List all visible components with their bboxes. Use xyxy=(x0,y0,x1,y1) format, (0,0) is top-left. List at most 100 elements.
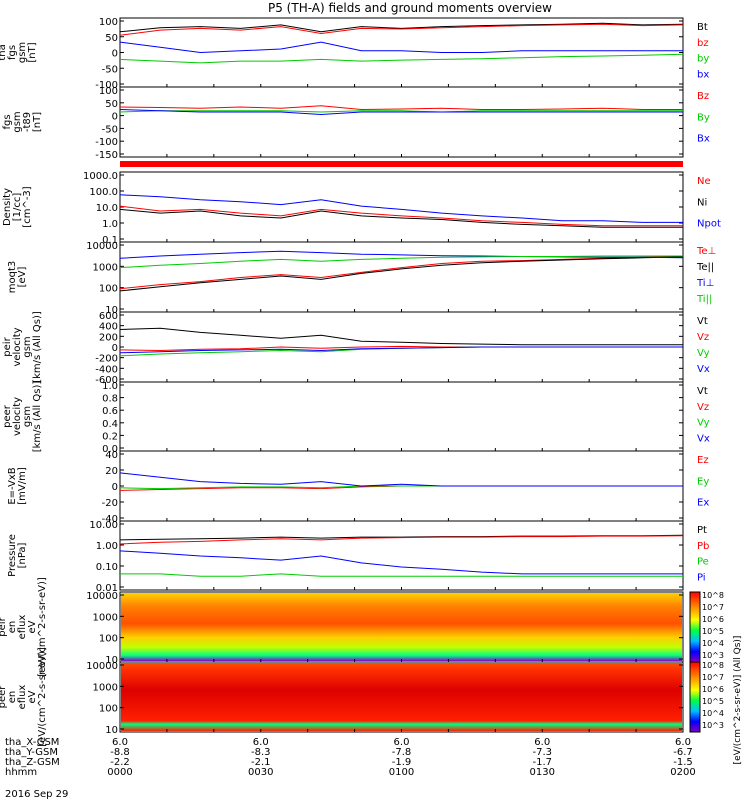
panel-frame xyxy=(119,171,684,243)
legend-Bz: Bz xyxy=(697,91,709,102)
y-tick-label: 50 xyxy=(105,33,118,44)
y-axis-label: E=-VxB[mV/m] xyxy=(7,467,28,505)
legend-Ex: Ex xyxy=(697,498,709,509)
footer-value: 6.0 xyxy=(534,737,550,748)
legend-Te||: Te|| xyxy=(696,262,714,273)
y-tick-label: -20 xyxy=(102,498,118,509)
series-line-Pi xyxy=(119,550,683,575)
panel-1: thafgsgsm[nT] 100 50 0 -50 -100 Bt bz by bx xyxy=(0,17,709,91)
legend-By: By xyxy=(697,112,710,123)
y-tick-label: 100.0 xyxy=(89,187,118,198)
footer-value: 0030 xyxy=(248,767,273,778)
colorbars: 10^810^710^610^510^410^310^810^710^610^5… xyxy=(689,591,743,765)
footer-value: 6.0 xyxy=(675,737,691,748)
legend-Bx: Bx xyxy=(697,134,710,145)
legend-Vx: Vx xyxy=(697,364,710,375)
y-tick-label: 1000 xyxy=(93,262,118,273)
legend-Te⊥: Te⊥ xyxy=(696,246,716,257)
y-axis-label: Pressure[nPa] xyxy=(7,534,28,577)
colorbar-tick: 10^4 xyxy=(702,709,724,718)
spectrogram xyxy=(121,663,682,731)
panel-frame xyxy=(119,520,684,591)
y-tick-label: 0.6 xyxy=(102,406,118,417)
series-line-Te|| xyxy=(119,256,684,292)
footer-value: -2.2 xyxy=(110,757,130,768)
colorbar-tick: 10^8 xyxy=(702,591,724,600)
y-tick-label: 10 xyxy=(105,725,118,736)
series-line-Te⊥ xyxy=(119,256,684,290)
y-tick-label: 10.00 xyxy=(89,520,118,531)
colorbar-tick: 10^7 xyxy=(702,603,724,612)
footer-value: -2.1 xyxy=(251,757,271,768)
legend-Ey: Ey xyxy=(697,476,709,487)
colorbar-label: [eV/(cm^2-s-sr-eV)] (All Qs)] xyxy=(733,636,743,765)
series-line-Ne xyxy=(119,205,683,227)
y-axis-label: thapeerenefluxeV[eV/(cm^2-s-sr-eV)] xyxy=(0,647,48,747)
y-tick-label: -400 xyxy=(95,364,118,375)
y-tick-label: 0 xyxy=(112,482,118,493)
y-tick-label: 0.2 xyxy=(102,431,118,442)
footer-value: 6.0 xyxy=(253,737,269,748)
date-label: 2016 Sep 29 xyxy=(5,789,68,800)
y-axis-label: thafgsgsm-t89[nT] xyxy=(0,111,43,132)
legend-Pe: Pe xyxy=(697,557,709,568)
y-tick-label: 1.00 xyxy=(96,541,118,552)
panel-4: moqt3[eV] 10000 1000 100 10 Te⊥ Te|| Ti⊥ Ti|| xyxy=(7,241,716,316)
y-tick-label: 10 xyxy=(105,655,118,666)
footer-value: 0100 xyxy=(389,767,414,778)
legend-Vt: Vt xyxy=(697,316,708,327)
series-line-Npot xyxy=(119,194,683,223)
footer-value: -6.7 xyxy=(673,747,693,758)
legend-Vz: Vz xyxy=(697,402,709,413)
colorbar-tick: 10^5 xyxy=(702,697,724,706)
y-tick-label: 0.4 xyxy=(102,419,118,430)
legend-Vy: Vy xyxy=(697,348,710,359)
colorbar-tick: 10^6 xyxy=(702,615,724,624)
y-tick-label: -50 xyxy=(102,64,118,75)
colorbar-tick: 10^4 xyxy=(702,639,724,648)
footer-value: -7.3 xyxy=(532,747,552,758)
y-tick-label: 40 xyxy=(105,450,118,461)
panel-5: thapeirvelocitygsm[km/s (All Qs)] 6004002… xyxy=(0,311,710,386)
footer-value: -8.3 xyxy=(251,747,271,758)
mode-bar xyxy=(120,161,683,167)
legend-by: by xyxy=(697,54,709,65)
y-tick-label: -600 xyxy=(95,375,118,386)
y-axis-label: moqt3[eV] xyxy=(7,261,28,294)
y-tick-label: 100 xyxy=(99,704,118,715)
panel-frame xyxy=(119,86,684,158)
figure-title: P5 (TH-A) fields and ground moments over… xyxy=(268,1,552,15)
y-axis-label: Density[1/cc][cm^-3] xyxy=(2,186,33,227)
series-line-Pe xyxy=(120,573,683,577)
footer-value: -1.9 xyxy=(392,757,412,768)
panel-6: thapeervelocitygsm[km/s (All Qs)] 1.00.80… xyxy=(0,381,710,455)
y-tick-label: -100 xyxy=(95,80,118,91)
legend-Pt: Pt xyxy=(697,525,707,536)
y-tick-label: 10 xyxy=(105,305,118,316)
y-tick-label: 10000 xyxy=(86,241,118,252)
y-tick-label: -150 xyxy=(95,150,118,161)
colorbar xyxy=(689,591,701,663)
legend-Npot: Npot xyxy=(697,219,721,230)
y-tick-label: 1.0 xyxy=(102,381,118,392)
series-line-Bz xyxy=(119,105,683,111)
y-tick-label: -100 xyxy=(95,137,118,148)
y-tick-label: 10.0 xyxy=(96,203,118,214)
y-tick-label: 1000.0 xyxy=(83,171,118,182)
y-axis-label: thapeervelocitygsm[km/s (All Qs)] xyxy=(0,381,43,453)
footer-value: -1.5 xyxy=(673,757,693,768)
y-tick-label: 10000 xyxy=(86,591,118,602)
y-tick-label: 200 xyxy=(99,332,118,343)
y-tick-label: 100 xyxy=(99,634,118,645)
footer-row-name: tha_Y-GSM xyxy=(5,747,58,758)
y-tick-label: 100 xyxy=(99,86,118,97)
colorbar-tick: 10^3 xyxy=(702,651,724,660)
panel-7: E=-VxB[mV/m] 40 20 0 -20 -40 Ez Ey Ex xyxy=(7,450,709,525)
legend-Ti||: Ti|| xyxy=(696,294,712,305)
footer-value: -8.8 xyxy=(110,747,130,758)
colorbar-tick: 10^8 xyxy=(702,661,724,670)
legend-Vz: Vz xyxy=(697,332,709,343)
series-line-by xyxy=(119,53,684,64)
y-tick-label: -40 xyxy=(102,514,118,525)
